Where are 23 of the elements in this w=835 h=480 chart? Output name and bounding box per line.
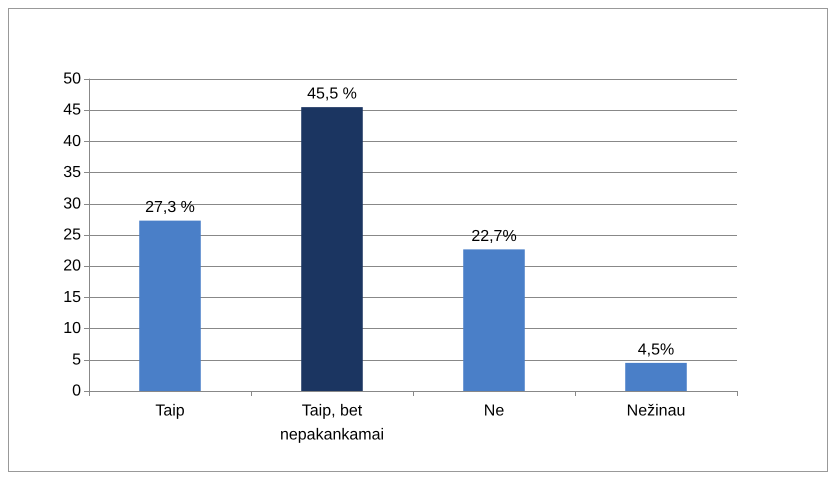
bar — [463, 249, 525, 391]
x-tick-label: Taip — [155, 402, 185, 420]
x-tick-label: Taip, bet nepakankamai — [280, 402, 384, 444]
bar — [301, 107, 363, 391]
y-tick-label: 5 — [72, 351, 82, 368]
y-tick-label: 15 — [63, 288, 82, 306]
y-tick-label: 30 — [63, 195, 82, 212]
y-tick-label: 45 — [63, 102, 82, 119]
y-tick-label: 20 — [63, 258, 82, 275]
y-tick-label: 35 — [63, 164, 82, 182]
y-tick-label: 10 — [63, 320, 82, 338]
data-label: 22,7% — [471, 228, 517, 245]
y-tick-label: 50 — [63, 70, 82, 88]
y-tick-label: 25 — [63, 226, 82, 244]
bar — [625, 362, 687, 391]
data-label: 27,3 % — [145, 199, 195, 216]
y-tick-label: 40 — [63, 132, 82, 150]
y-tick-label: 0 — [72, 382, 82, 400]
x-tick-label: Nežinau — [626, 402, 686, 420]
x-tick-label: Ne — [484, 402, 504, 420]
data-label: 4,5% — [638, 341, 674, 358]
bar — [139, 220, 201, 391]
data-label: 45,5 % — [307, 86, 357, 103]
